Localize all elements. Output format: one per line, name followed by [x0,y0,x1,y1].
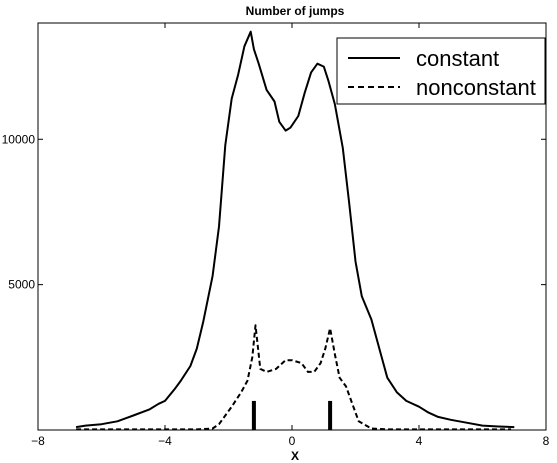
legend-box [336,37,546,105]
y-axis-ticks: 5000 10000 [2,132,546,292]
legend-label-constant: constant [416,46,499,71]
x-tick-label: 4 [416,434,423,448]
y-tick-label: 5000 [8,278,35,292]
series-lines [75,30,515,431]
series-line-constant [75,30,515,429]
chart-title: Number of jumps [246,4,345,18]
legend: constant nonconstant [336,37,546,105]
y-tick-label: 10000 [2,132,36,146]
x-tick-label: −4 [158,434,172,448]
marker-bars [251,400,333,430]
x-axis-label: X [291,449,299,463]
x-tick-label: −8 [31,434,45,448]
x-tick-label: 8 [543,434,550,448]
x-axis-ticks: −8 −4 0 4 8 [31,23,550,448]
legend-label-nonconstant: nonconstant [416,75,536,100]
series-line-nonconstant [76,324,512,431]
x-tick-label: 0 [289,434,296,448]
